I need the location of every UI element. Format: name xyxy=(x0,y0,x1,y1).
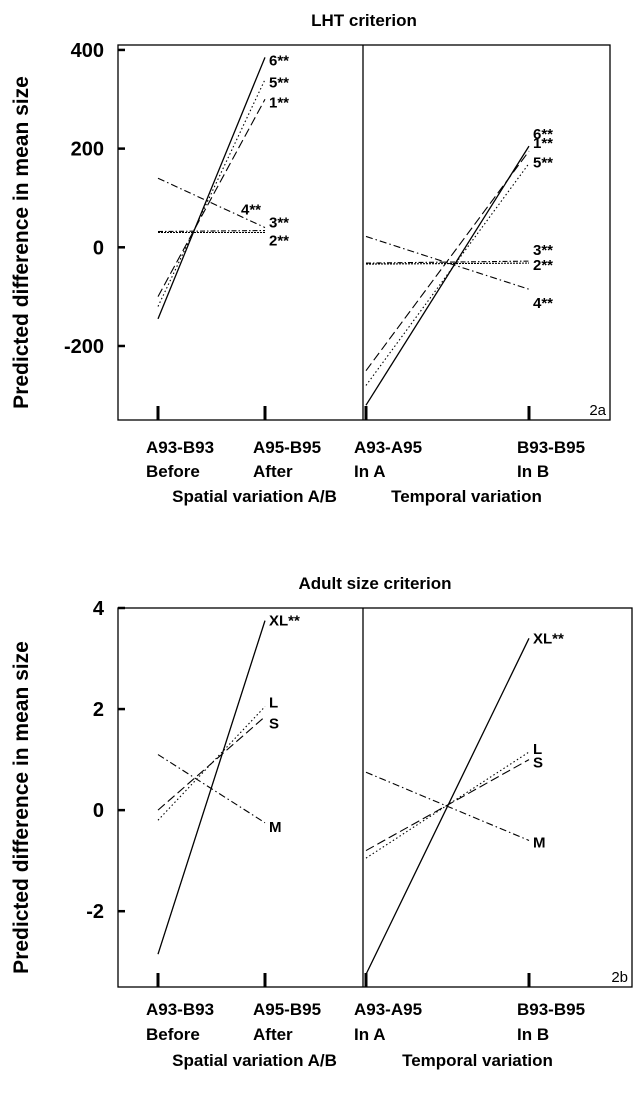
x-tick-label: A95-B95 xyxy=(253,1000,321,1019)
y-tick-label: 0 xyxy=(93,800,104,822)
series-label: 3** xyxy=(533,242,553,259)
series-line-6 xyxy=(365,145,530,406)
x-tick-label: A93-B93 xyxy=(146,438,214,457)
series-line-1 xyxy=(157,99,266,297)
x-tick-label: A95-B95 xyxy=(253,438,321,457)
series-line-4 xyxy=(157,177,266,229)
x-tick-sublabel: After xyxy=(253,1025,293,1044)
series-label: XL** xyxy=(533,630,564,647)
series-label: 1** xyxy=(269,94,289,111)
panel-1: A93-B93 Before A95-B95 After Spatial variati… xyxy=(146,613,337,1070)
y-tick-label: -2 xyxy=(86,901,104,923)
x-tick-sublabel: In A xyxy=(354,1025,385,1044)
series-line-S xyxy=(157,716,266,811)
series-label: 2** xyxy=(533,257,553,274)
series-label: L xyxy=(269,695,278,712)
panel-2: A93-A95 In A B93-B95 In B Temporal variation… xyxy=(354,126,585,506)
x-tick-label: A93-A95 xyxy=(354,1000,422,1019)
x-group-label: Temporal variation xyxy=(402,1051,553,1070)
series-line-3 xyxy=(157,229,266,233)
series-label: S xyxy=(533,755,543,772)
series-label: 6** xyxy=(533,126,553,143)
series-label: M xyxy=(533,834,546,851)
series-line-5 xyxy=(157,79,266,307)
y-tick-label: -200 xyxy=(64,336,104,358)
x-tick-sublabel: Before xyxy=(146,462,200,481)
series-line-S xyxy=(365,759,530,852)
y-tick-label: 200 xyxy=(71,139,104,161)
x-tick-sublabel: In B xyxy=(517,1025,549,1044)
series-label: M xyxy=(269,819,282,836)
series-label: L xyxy=(533,741,542,758)
y-tick-label: 4 xyxy=(93,598,105,620)
series-label: 2** xyxy=(269,233,289,250)
series-label: 4** xyxy=(241,202,261,219)
panel-1: A93-B93 Before A95-B95 After Spatial variati… xyxy=(146,52,337,506)
series-label: XL** xyxy=(269,613,300,630)
panel-id: 2a xyxy=(589,402,606,419)
series-line-M xyxy=(157,754,266,824)
series-label: 3** xyxy=(269,215,289,232)
series-label: 5** xyxy=(269,75,289,92)
x-tick-label: A93-B93 xyxy=(146,1000,214,1019)
x-tick-sublabel: Before xyxy=(146,1025,200,1044)
x-tick-sublabel: In A xyxy=(354,462,385,481)
x-tick-label: B93-B95 xyxy=(517,438,585,457)
series-line-XL xyxy=(157,620,266,955)
series-label: S xyxy=(269,716,279,733)
y-tick-label: 400 xyxy=(71,40,104,62)
series-line-6 xyxy=(157,57,266,320)
y-tick-label: 0 xyxy=(93,237,104,259)
series-label: 1** xyxy=(533,135,553,152)
x-group-label: Spatial variation A/B xyxy=(172,487,337,506)
y-tick-label: 2 xyxy=(93,699,104,721)
y-axis-label: Predicted difference in mean size xyxy=(10,76,33,409)
series-line-M xyxy=(365,771,530,841)
plot-frame xyxy=(117,607,633,988)
chart-title: LHT criterion xyxy=(311,11,417,30)
series-label: 4** xyxy=(533,295,553,312)
series-label: 6** xyxy=(269,52,289,69)
x-tick-label: A93-A95 xyxy=(354,438,422,457)
series-label: 5** xyxy=(533,154,553,171)
x-tick-label: B93-B95 xyxy=(517,1000,585,1019)
plot-frame xyxy=(117,44,611,421)
panel-2: A93-A95 In A B93-B95 In B Temporal variation… xyxy=(354,630,585,1070)
series-line-1 xyxy=(365,150,530,371)
x-tick-sublabel: In B xyxy=(517,462,549,481)
series-line-2 xyxy=(365,262,530,265)
panel-id: 2b xyxy=(611,969,628,986)
x-group-label: Spatial variation A/B xyxy=(172,1051,337,1070)
x-group-label: Temporal variation xyxy=(391,487,542,506)
y-axis-label: Predicted difference in mean size xyxy=(10,641,33,974)
chart-2a: LHT criterion Predicted difference in mea… xyxy=(10,11,611,506)
series-line-5 xyxy=(365,163,530,386)
x-tick-sublabel: After xyxy=(253,462,293,481)
series-line-3 xyxy=(365,260,530,264)
chart-2b: Adult size criterion Predicted difference… xyxy=(10,574,633,1070)
chart-title: Adult size criterion xyxy=(298,574,451,593)
